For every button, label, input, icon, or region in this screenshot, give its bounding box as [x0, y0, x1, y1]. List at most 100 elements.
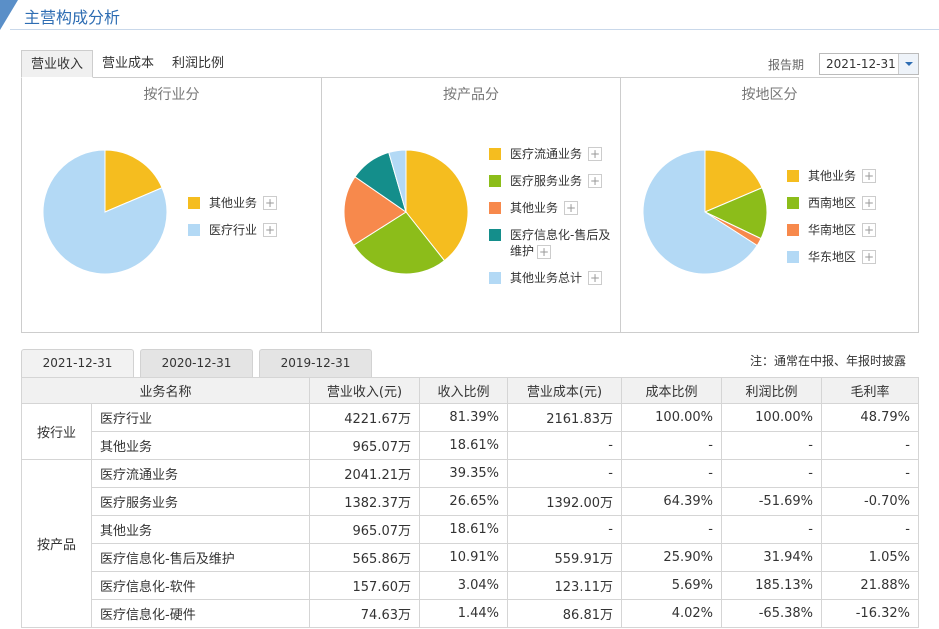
legend-label: 其他业务 — [510, 201, 559, 215]
chart-by-region: 按地区分 其他业务 + 西南地区 + 华南地区 + 华东地区 + — [620, 78, 918, 332]
value-cell: 559.91万 — [507, 543, 622, 572]
legend-item[interactable]: 医疗服务业务 + — [489, 173, 603, 189]
expand-plus-icon[interactable]: + — [862, 169, 877, 183]
date-tab-2021[interactable]: 2021-12-31 — [21, 349, 134, 377]
group-label: 按产品 — [21, 459, 92, 628]
legend-label: 华南地区 — [808, 223, 857, 237]
business-name-cell: 医疗行业 — [91, 403, 310, 432]
legend-item[interactable]: 其他业务总计 + — [489, 270, 603, 286]
chart-by-product: 按产品分 医疗流通业务 + 医疗服务业务 + 其他业务 + 医疗信息化-售后及维护 + 其他业务… — [321, 78, 620, 332]
date-tab-2019[interactable]: 2019-12-31 — [259, 349, 372, 377]
value-cell: 2161.83万 — [507, 403, 622, 432]
column-header: 成本比例 — [621, 377, 722, 404]
pie-slice[interactable] — [104, 149, 163, 213]
value-cell: 2041.21万 — [309, 459, 420, 488]
pie-slice[interactable] — [388, 149, 407, 213]
chevron-down-icon[interactable] — [898, 54, 918, 74]
date-tab-2020[interactable]: 2020-12-31 — [140, 349, 253, 377]
table-row: 医疗服务业务 1382.37万 26.65% 1392.00万 64.39% -51.69… — [22, 487, 919, 516]
tab-cost[interactable]: 营业成本 — [102, 56, 155, 71]
value-cell: - — [721, 431, 822, 460]
table-row: 医疗信息化-售后及维护 565.86万 10.91% 559.91万 25.90% 31.… — [22, 543, 919, 572]
business-name-cell: 其他业务 — [91, 515, 310, 544]
business-name-cell: 医疗信息化-软件 — [91, 571, 310, 600]
value-cell: - — [507, 515, 622, 544]
column-header: 利润比例 — [721, 377, 822, 404]
pie-slice[interactable] — [642, 149, 758, 275]
legend-label: 华东地区 — [808, 250, 857, 264]
pie-chart-product — [343, 149, 469, 275]
business-name-cell: 医疗服务业务 — [91, 487, 310, 516]
legend-label: 医疗信息化-售后及维护 — [510, 228, 611, 258]
legend-swatch — [489, 272, 501, 284]
value-cell: - — [821, 515, 919, 544]
chart-title: 按行业分 — [143, 87, 200, 103]
expand-plus-icon[interactable]: + — [564, 201, 579, 215]
pie-slice[interactable] — [704, 149, 763, 213]
value-cell: - — [507, 431, 622, 460]
chart-title: 按产品分 — [443, 87, 499, 103]
expand-plus-icon[interactable]: + — [537, 245, 551, 259]
legend-swatch — [188, 224, 200, 236]
legend-swatch — [787, 197, 799, 209]
value-cell: - — [821, 431, 919, 460]
expand-plus-icon[interactable]: + — [862, 196, 877, 210]
tab-profit-ratio[interactable]: 利润比例 — [172, 56, 225, 71]
legend-item[interactable]: 其他业务 + — [787, 168, 877, 184]
value-cell: 157.60万 — [309, 571, 420, 600]
value-cell: 3.04% — [419, 571, 508, 600]
expand-plus-icon[interactable]: + — [588, 147, 603, 161]
legend-swatch — [188, 197, 200, 209]
expand-plus-icon[interactable]: + — [263, 196, 278, 210]
legend-swatch — [787, 170, 799, 182]
value-cell: 1392.00万 — [507, 487, 622, 516]
header-divider — [10, 29, 939, 30]
legend-item[interactable]: 其他业务 + — [188, 195, 278, 211]
value-cell: 1382.37万 — [309, 487, 420, 516]
pie-slice[interactable] — [343, 176, 407, 246]
value-cell: - — [507, 459, 622, 488]
chart-by-industry: 按行业分 其他业务 + 医疗行业 + — [22, 78, 321, 332]
value-cell: 64.39% — [621, 487, 722, 516]
column-header: 营业成本(元) — [507, 377, 622, 404]
column-header: 业务名称 — [21, 377, 310, 404]
value-cell: 10.91% — [419, 543, 508, 572]
value-cell: 18.61% — [419, 431, 508, 460]
legend-label: 其他业务总计 — [510, 271, 583, 285]
legend-item[interactable]: 西南地区 + — [787, 195, 877, 211]
value-cell: 86.81万 — [507, 599, 622, 628]
pie-chart-industry — [42, 149, 168, 275]
business-name-cell: 其他业务 — [91, 431, 310, 460]
report-period-value: 2021-12-31 — [826, 57, 896, 71]
composition-table: 业务名称 营业收入(元) 收入比例 营业成本(元) 成本比例 利润比例 毛利率 … — [21, 377, 919, 628]
pie-slice[interactable] — [405, 149, 469, 262]
group-label: 按行业 — [21, 403, 92, 460]
value-cell: 4221.67万 — [309, 403, 420, 432]
expand-plus-icon[interactable]: + — [862, 223, 877, 237]
pie-slice[interactable] — [42, 149, 168, 275]
tab-revenue[interactable]: 营业收入 — [21, 50, 94, 78]
expand-plus-icon[interactable]: + — [588, 271, 603, 285]
legend-item[interactable]: 医疗流通业务 + — [489, 146, 603, 162]
table-row: 医疗信息化-软件 157.60万 3.04% 123.11万 5.69% 185.13% 2… — [22, 571, 919, 600]
pie-slice[interactable] — [352, 211, 446, 275]
report-period-select[interactable]: 2021-12-31 — [819, 53, 919, 75]
legend-label: 医疗服务业务 — [510, 174, 583, 188]
legend-item[interactable]: 华南地区 + — [787, 222, 877, 238]
legend-item[interactable]: 医疗信息化-售后及维护 + — [489, 227, 614, 259]
expand-plus-icon[interactable]: + — [588, 174, 603, 188]
page-title: 主营构成分析 — [24, 8, 121, 27]
value-cell: 81.39% — [419, 403, 508, 432]
legend-item[interactable]: 华东地区 + — [787, 249, 877, 265]
table-row: 其他业务 965.07万 18.61% - - - - — [22, 431, 919, 460]
expand-plus-icon[interactable]: + — [862, 250, 877, 264]
column-header: 营业收入(元) — [309, 377, 420, 404]
legend-item[interactable]: 其他业务 + — [489, 200, 579, 216]
value-cell: 965.07万 — [309, 515, 420, 544]
legend-swatch — [787, 251, 799, 263]
legend-item[interactable]: 医疗行业 + — [188, 222, 278, 238]
value-cell: 4.02% — [621, 599, 722, 628]
expand-plus-icon[interactable]: + — [263, 223, 278, 237]
value-cell: -0.70% — [821, 487, 919, 516]
value-cell: 100.00% — [621, 403, 722, 432]
